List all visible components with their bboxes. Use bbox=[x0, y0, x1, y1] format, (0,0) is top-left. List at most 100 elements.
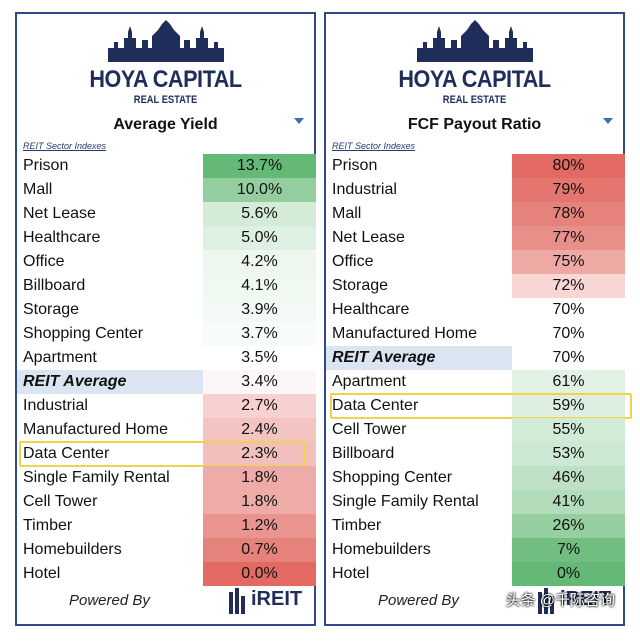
section-label: REIT Sector Indexes bbox=[23, 141, 107, 151]
table-row: Healthcare 5.0% bbox=[17, 226, 316, 250]
average-yield-panel: HOYA CAPITAL REAL ESTATE Average Yield R… bbox=[15, 12, 316, 626]
row-value-cell: 1.2% bbox=[203, 514, 316, 538]
table-row: Apartment 61% bbox=[326, 370, 625, 394]
row-label: Manufactured Home bbox=[23, 421, 168, 438]
row-value-cell: 0.0% bbox=[203, 562, 316, 586]
table-row: Single Family Rental 1.8% bbox=[17, 466, 316, 490]
row-value-cell: 5.0% bbox=[203, 226, 316, 250]
ireit-text: iREIT bbox=[251, 588, 303, 610]
row-label: Single Family Rental bbox=[23, 469, 170, 486]
row-value-cell: 78% bbox=[512, 202, 625, 226]
powered-by-label: Powered By bbox=[378, 592, 459, 609]
table-row: REIT Average 70% bbox=[326, 346, 625, 370]
row-label: Data Center bbox=[332, 397, 419, 414]
ireit-logo: iREIT bbox=[227, 586, 307, 616]
dropdown-arrow-icon[interactable] bbox=[294, 118, 304, 124]
table-row: Data Center 59% bbox=[326, 393, 632, 419]
ireit-building-icon bbox=[229, 588, 245, 614]
table-rows: Prison 13.7% Mall 10.0% Net Lease 5.6% Healthc… bbox=[17, 154, 316, 586]
row-label: REIT Average bbox=[23, 373, 127, 390]
table-row: Shopping Center 46% bbox=[326, 466, 625, 490]
row-label: Cell Tower bbox=[332, 421, 407, 438]
table-row: Apartment 3.5% bbox=[17, 346, 316, 370]
panel-footer: Powered By iREIT bbox=[326, 578, 623, 624]
chart-title: Average Yield bbox=[113, 116, 218, 133]
row-value-cell: 4.2% bbox=[203, 250, 316, 274]
table-row: Data Center 2.3% bbox=[17, 441, 316, 467]
row-label: Apartment bbox=[23, 349, 97, 366]
skyline-icon bbox=[107, 20, 224, 62]
row-value-cell: 80% bbox=[512, 154, 625, 178]
row-label: Homebuilders bbox=[23, 541, 122, 558]
brand-name: HOYA CAPITAL bbox=[89, 66, 242, 93]
row-value-cell: 70% bbox=[512, 346, 625, 370]
table-row: Shopping Center 3.7% bbox=[17, 322, 316, 346]
row-value-cell: 10.0% bbox=[203, 178, 316, 202]
row-label: Apartment bbox=[332, 373, 406, 390]
row-value-cell: 3.9% bbox=[203, 298, 316, 322]
row-value-cell: 1.8% bbox=[203, 490, 316, 514]
row-label: Mall bbox=[332, 205, 362, 222]
row-value-cell: 70% bbox=[512, 322, 625, 346]
dropdown-arrow-icon[interactable] bbox=[603, 118, 613, 124]
table-row: Storage 72% bbox=[326, 274, 625, 298]
average-row-background bbox=[326, 346, 512, 370]
row-label: Shopping Center bbox=[332, 469, 453, 486]
ireit-building-icon bbox=[538, 588, 554, 614]
table-row: Net Lease 77% bbox=[326, 226, 625, 250]
table-row: Net Lease 5.6% bbox=[17, 202, 316, 226]
row-value-cell: 7% bbox=[512, 538, 625, 562]
row-label: Storage bbox=[332, 277, 389, 294]
row-value-cell: 3.5% bbox=[203, 346, 316, 370]
row-label: Office bbox=[332, 253, 374, 270]
table-row: Timber 1.2% bbox=[17, 514, 316, 538]
chart-title: FCF Payout Ratio bbox=[407, 116, 542, 133]
panel-footer: Powered By iREIT bbox=[17, 578, 314, 624]
brand-name: HOYA CAPITAL bbox=[398, 66, 551, 93]
table-row: Mall 10.0% bbox=[17, 178, 316, 202]
table-row: Prison 13.7% bbox=[17, 154, 316, 178]
brand-subtitle: REAL ESTATE bbox=[133, 94, 198, 106]
row-label: Healthcare bbox=[332, 301, 410, 318]
table-row: Billboard 53% bbox=[326, 442, 625, 466]
panel-header: HOYA CAPITAL REAL ESTATE FCF Payout Rati… bbox=[326, 14, 623, 151]
row-value-cell: 3.4% bbox=[203, 370, 316, 394]
row-value-cell: 1.8% bbox=[203, 466, 316, 490]
average-row-background bbox=[17, 370, 203, 394]
row-value-cell: 41% bbox=[512, 490, 625, 514]
table-row: Homebuilders 0.7% bbox=[17, 538, 316, 562]
row-label: Billboard bbox=[23, 277, 86, 294]
row-value-cell: 61% bbox=[512, 370, 625, 394]
row-label: Office bbox=[23, 253, 65, 270]
row-value-cell: 4.1% bbox=[203, 274, 316, 298]
row-value-cell: 75% bbox=[512, 250, 625, 274]
row-label: Mall bbox=[23, 181, 53, 198]
row-label: Industrial bbox=[332, 181, 397, 198]
table-row: REIT Average 3.4% bbox=[17, 370, 316, 394]
row-value-cell: 79% bbox=[512, 178, 625, 202]
table-row: Cell Tower 1.8% bbox=[17, 490, 316, 514]
row-label: Manufactured Home bbox=[332, 325, 477, 342]
row-label: Shopping Center bbox=[23, 325, 144, 342]
table-row: Healthcare 70% bbox=[326, 298, 625, 322]
row-label: Net Lease bbox=[332, 229, 405, 246]
table-row: Hotel 0.0% bbox=[17, 562, 316, 586]
row-label: Homebuilders bbox=[332, 541, 431, 558]
row-value-cell: 0% bbox=[512, 562, 625, 586]
section-label: REIT Sector Indexes bbox=[332, 141, 416, 151]
fcf-payout-panel: HOYA CAPITAL REAL ESTATE FCF Payout Rati… bbox=[324, 12, 632, 626]
watermark: 头条 @千际咨询 bbox=[505, 592, 615, 609]
row-value-cell: 55% bbox=[512, 418, 625, 442]
row-value-cell: 2.7% bbox=[203, 394, 316, 418]
ireit-logo: iREIT bbox=[536, 586, 616, 616]
hoya-capital-logo: HOYA CAPITAL REAL ESTATE bbox=[17, 18, 314, 114]
row-label: Healthcare bbox=[23, 229, 101, 246]
highlight-box bbox=[330, 393, 632, 419]
row-value-cell: 2.4% bbox=[203, 418, 316, 442]
row-label: REIT Average bbox=[332, 349, 436, 366]
row-value-cell: 72% bbox=[512, 274, 625, 298]
table-row: Office 4.2% bbox=[17, 250, 316, 274]
table-row: Hotel 0% bbox=[326, 562, 625, 586]
table-row: Manufactured Home 2.4% bbox=[17, 418, 316, 442]
skyline-icon bbox=[416, 20, 533, 62]
